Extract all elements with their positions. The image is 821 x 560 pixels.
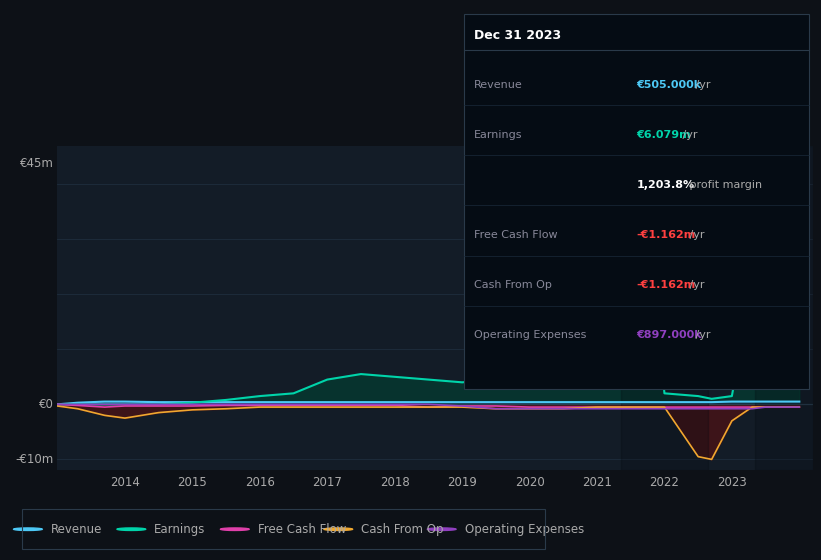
Text: Earnings: Earnings xyxy=(154,522,206,536)
Bar xyxy=(621,146,709,470)
Text: profit margin: profit margin xyxy=(686,180,762,190)
Text: /yr: /yr xyxy=(686,230,704,240)
Bar xyxy=(755,146,813,470)
Circle shape xyxy=(13,528,43,530)
Text: Revenue: Revenue xyxy=(51,522,103,536)
Text: Revenue: Revenue xyxy=(474,80,522,90)
Text: Operating Expenses: Operating Expenses xyxy=(465,522,584,536)
Circle shape xyxy=(220,528,250,530)
Circle shape xyxy=(324,528,353,530)
Text: Cash From Op: Cash From Op xyxy=(474,280,552,290)
Text: /yr: /yr xyxy=(686,280,704,290)
Text: Free Cash Flow: Free Cash Flow xyxy=(258,522,346,536)
Text: -€1.162m: -€1.162m xyxy=(636,230,695,240)
Text: Dec 31 2023: Dec 31 2023 xyxy=(474,29,561,42)
Text: /yr: /yr xyxy=(691,330,710,340)
Text: -€10m: -€10m xyxy=(16,453,53,466)
Text: €6.079m: €6.079m xyxy=(636,130,691,140)
Text: Free Cash Flow: Free Cash Flow xyxy=(474,230,557,240)
Text: /yr: /yr xyxy=(680,130,698,140)
Text: Earnings: Earnings xyxy=(474,130,522,140)
Circle shape xyxy=(117,528,146,530)
Text: €505.000k: €505.000k xyxy=(636,80,701,90)
Text: /yr: /yr xyxy=(691,80,710,90)
Text: Cash From Op: Cash From Op xyxy=(361,522,443,536)
Text: -€1.162m: -€1.162m xyxy=(636,280,695,290)
Circle shape xyxy=(427,528,456,530)
Text: 1,203.8%: 1,203.8% xyxy=(636,180,695,190)
Text: €0: €0 xyxy=(39,398,53,411)
Text: €897.000k: €897.000k xyxy=(636,330,702,340)
Text: €45m: €45m xyxy=(20,157,53,170)
Text: Operating Expenses: Operating Expenses xyxy=(474,330,586,340)
